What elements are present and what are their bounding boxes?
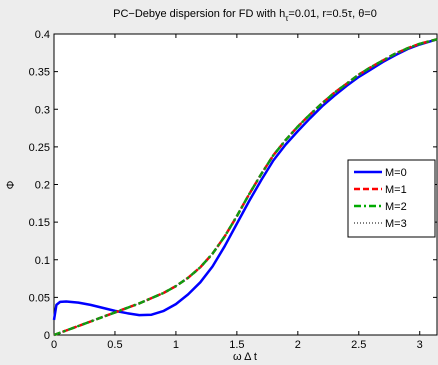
y-ticks: 0 0.05 0.1 0.15 0.2 0.25 0.3 0.35 0.4 (29, 29, 437, 342)
chart-title: PC−Debye dispersion for FD with hτ=0.01,… (113, 8, 377, 23)
x-tick-label: 1.5 (229, 339, 244, 351)
x-tick-label: 0 (51, 339, 57, 351)
x-tick-label: 3 (417, 339, 423, 351)
legend-label: M=0 (385, 167, 407, 179)
chart-title-rest: =0.01, r=0.5τ, θ=0 (288, 8, 376, 20)
x-axis-label: ω Δ t (233, 351, 257, 363)
x-tick-label: 0.5 (107, 339, 122, 351)
y-tick-label: 0.1 (35, 255, 50, 267)
x-tick-label: 2 (295, 339, 301, 351)
x-tick-label: 1 (173, 339, 179, 351)
x-tick-label: 2.5 (351, 339, 366, 351)
y-tick-label: 0.35 (29, 67, 50, 79)
legend-label: M=2 (385, 201, 407, 213)
y-tick-label: 0.25 (29, 142, 50, 154)
chart-title-subscript: τ (285, 14, 289, 23)
y-tick-label: 0.2 (35, 180, 50, 192)
series-line-m-0 (52, 38, 438, 321)
legend-label: M=3 (385, 218, 407, 230)
y-tick-label: 0.3 (35, 104, 50, 116)
legend-label: M=1 (385, 184, 407, 196)
series-line-m-3 (53, 38, 438, 336)
chart-title-main: PC−Debye dispersion for FD with h (113, 8, 285, 20)
legend: M=0 M=1 M=2 M=3 (347, 159, 436, 238)
y-tick-label: 0.4 (35, 29, 50, 41)
y-tick-label: 0.15 (29, 217, 50, 229)
y-tick-label: 0.05 (29, 292, 50, 304)
y-tick-label: 0 (44, 330, 50, 342)
series-group (52, 38, 438, 337)
y-axis-label: Φ (5, 180, 17, 189)
x-ticks: 0 0.5 1 1.5 2 2.5 3 (51, 34, 423, 351)
